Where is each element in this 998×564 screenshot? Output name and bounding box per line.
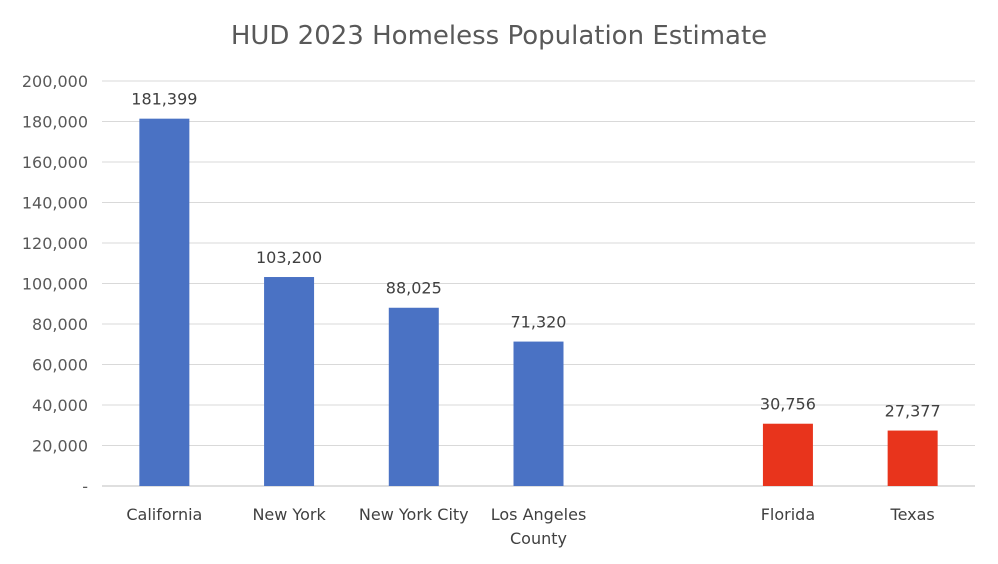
y-tick-label: 140,000 (22, 194, 88, 213)
y-axis-ticks: - 20,000 40,000 60,000 80,000 100,000 120,000 1… (22, 72, 88, 496)
data-label: 88,025 (386, 279, 442, 298)
x-category-label: California (126, 505, 202, 524)
y-tick-label: 60,000 (32, 356, 88, 375)
y-tick-label: 100,000 (22, 275, 88, 294)
x-category-label: Florida (761, 505, 815, 524)
data-label: 181,399 (131, 90, 197, 109)
y-tick-label: - (82, 477, 88, 496)
data-label: 30,756 (760, 395, 816, 414)
y-tick-label: 20,000 (32, 437, 88, 456)
y-tick-label: 200,000 (22, 72, 88, 91)
x-category-label: New York City (359, 505, 469, 524)
gridlines (102, 80, 975, 487)
y-tick-label: 80,000 (32, 315, 88, 334)
data-labels: 181,399 103,200 88,025 71,320 30,756 27,377 (131, 90, 940, 421)
data-label: 103,200 (256, 248, 322, 267)
x-category-label: County (510, 529, 567, 548)
data-label: 27,377 (885, 402, 941, 421)
bar (264, 277, 315, 486)
y-tick-label: 180,000 (22, 113, 88, 132)
x-category-label: Texas (890, 505, 935, 524)
x-category-label: Los Angeles (491, 505, 587, 524)
y-tick-label: 160,000 (22, 153, 88, 172)
chart-title: HUD 2023 Homeless Population Estimate (231, 21, 767, 51)
bar (139, 118, 190, 486)
bar (887, 430, 938, 486)
bar (762, 423, 813, 486)
y-tick-label: 40,000 (32, 396, 88, 415)
bars (139, 118, 938, 486)
data-label: 71,320 (511, 313, 567, 332)
x-axis-categories: California New York New York City Los Angel… (126, 505, 934, 548)
x-category-label: New York (252, 505, 326, 524)
bar (513, 341, 564, 486)
bar (388, 307, 439, 486)
y-tick-label: 120,000 (22, 234, 88, 253)
